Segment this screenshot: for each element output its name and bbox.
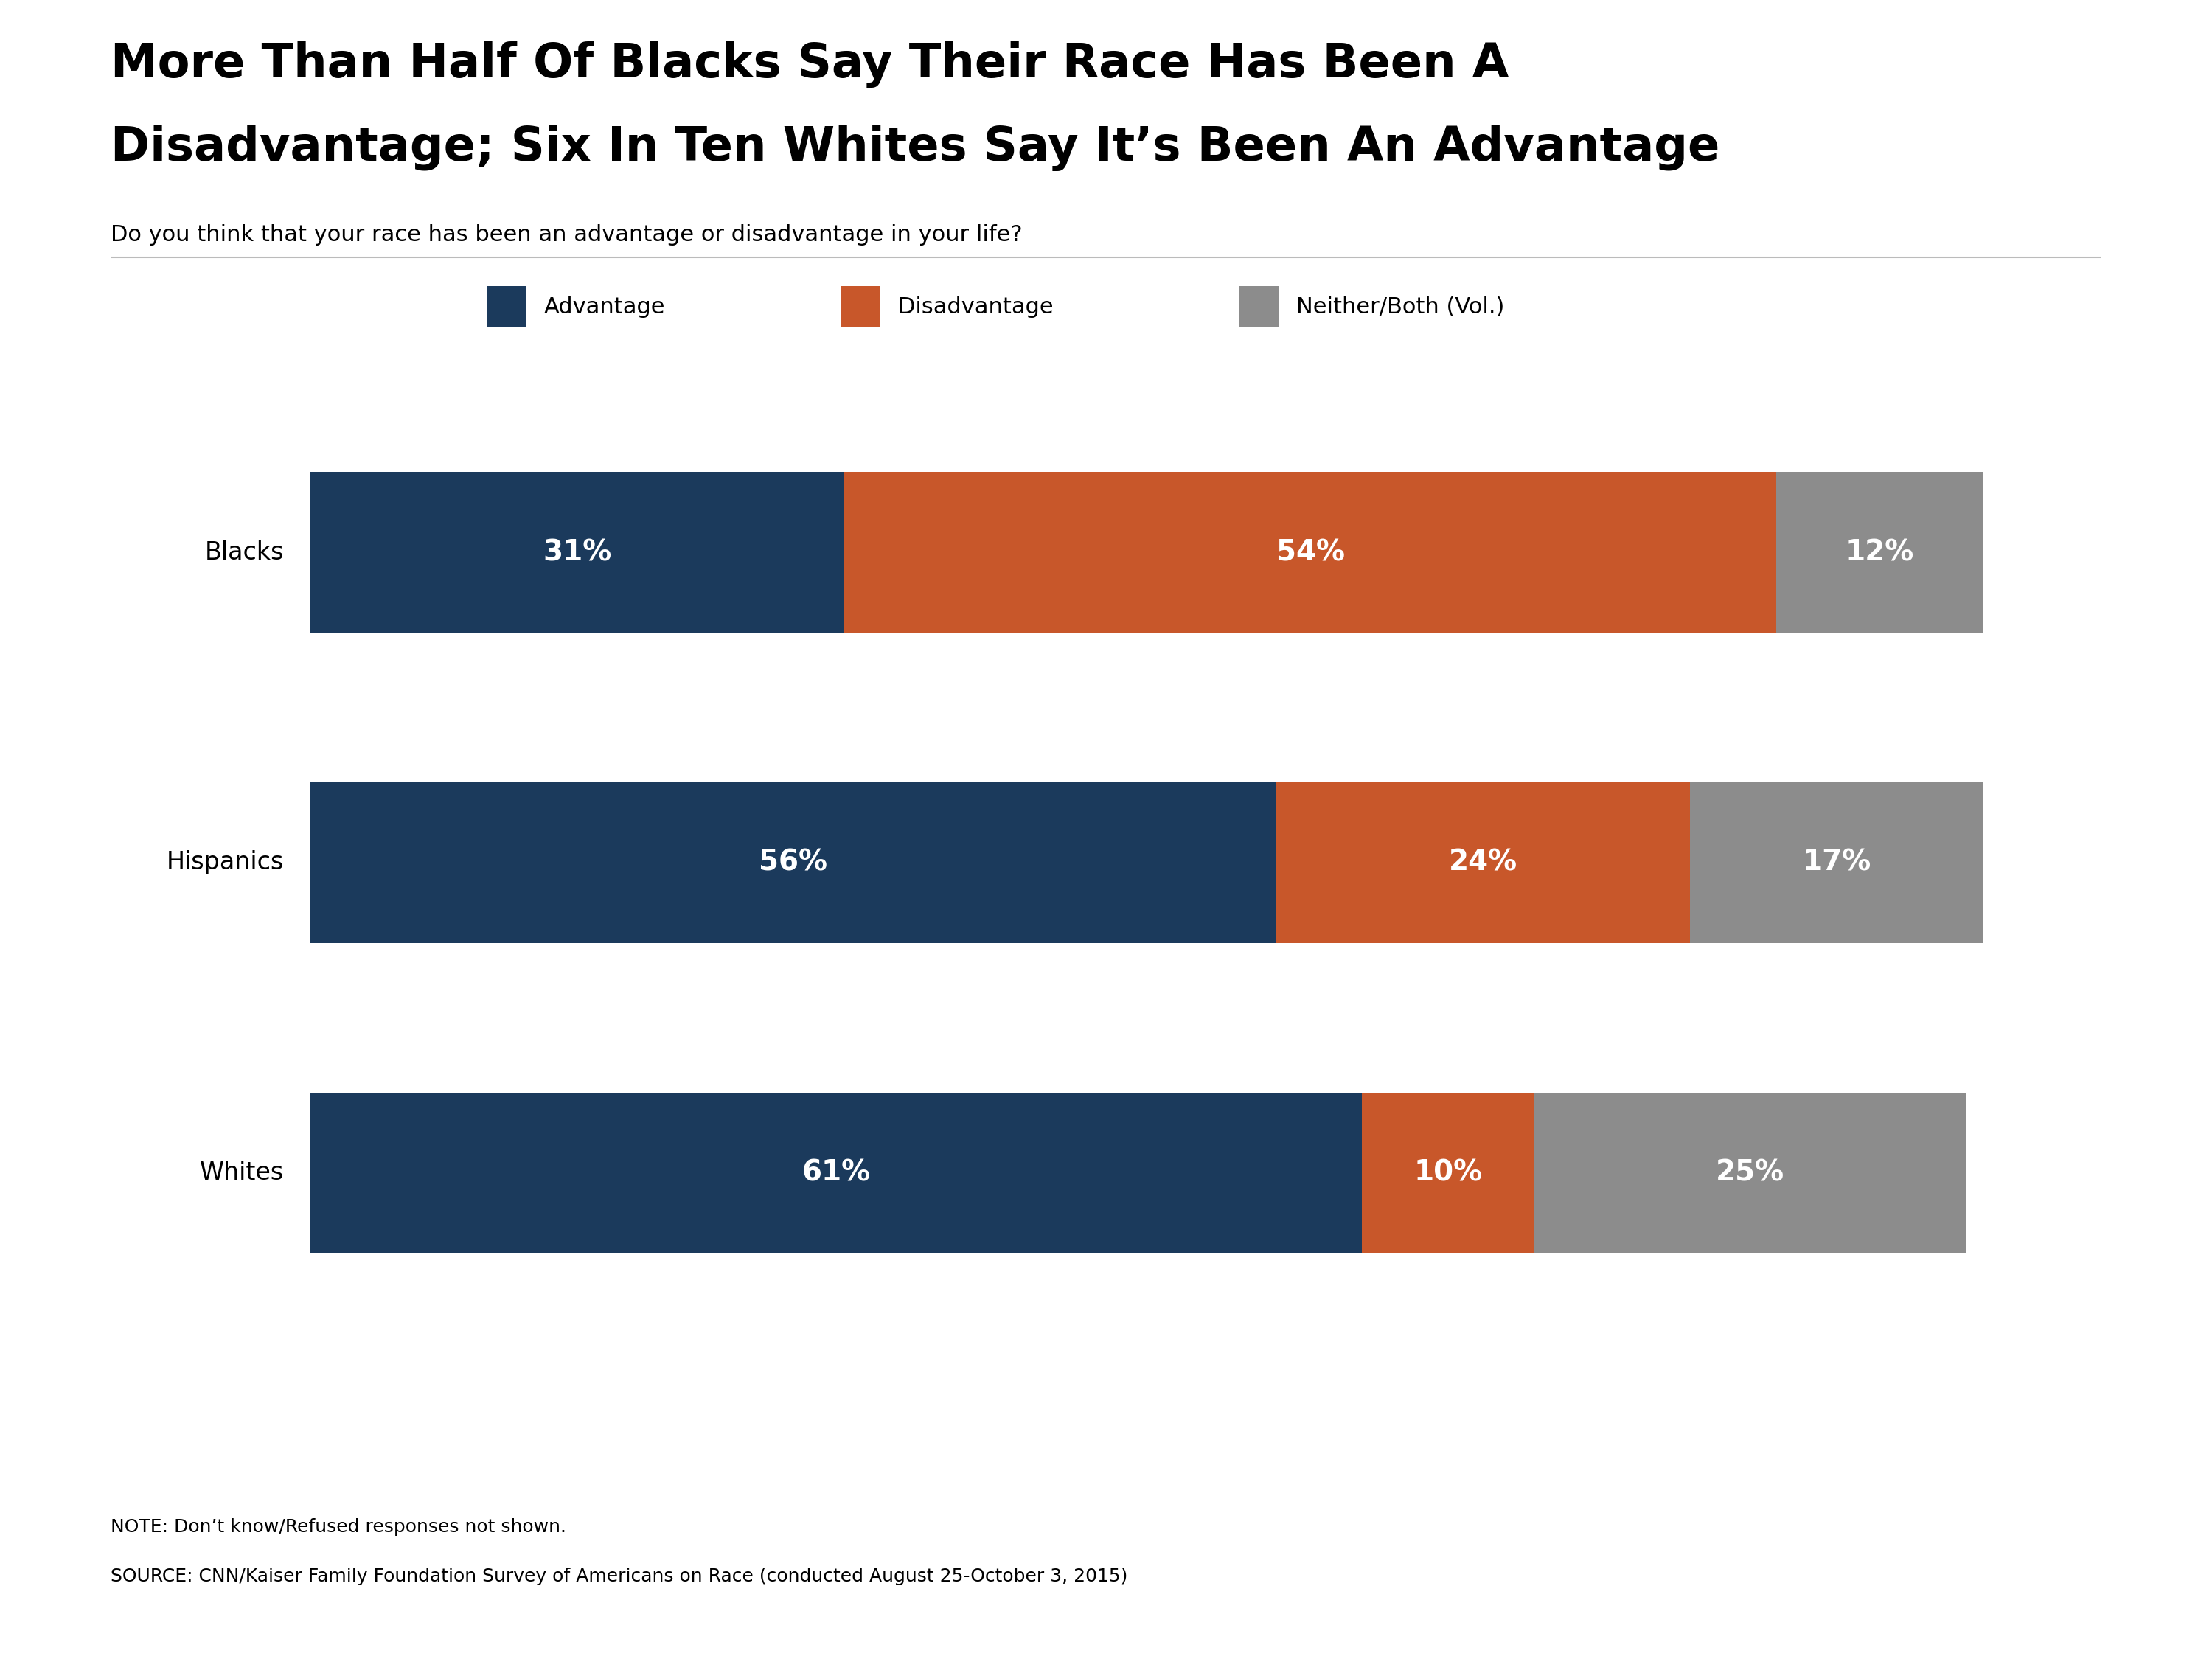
- Bar: [310, 1092, 1363, 1254]
- Text: THE HENRY J.: THE HENRY J.: [1969, 1503, 2035, 1513]
- Text: 12%: 12%: [1845, 538, 1913, 566]
- Bar: [1276, 781, 1690, 944]
- Text: Advantage: Advantage: [544, 297, 666, 317]
- Bar: [1776, 471, 1984, 634]
- Text: 56%: 56%: [759, 849, 827, 876]
- Text: SOURCE: CNN/Kaiser Family Foundation Survey of Americans on Race (conducted Augu: SOURCE: CNN/Kaiser Family Foundation Sur…: [111, 1568, 1128, 1586]
- Text: FOUNDATION: FOUNDATION: [1969, 1601, 2035, 1611]
- Text: Blacks: Blacks: [204, 541, 283, 564]
- Text: 54%: 54%: [1276, 538, 1345, 566]
- Text: 10%: 10%: [1413, 1160, 1482, 1188]
- Text: Do you think that your race has been an advantage or disadvantage in your life?: Do you think that your race has been an …: [111, 224, 1022, 246]
- Text: Disadvantage: Disadvantage: [898, 297, 1053, 317]
- Bar: [1363, 1092, 1535, 1254]
- Text: 24%: 24%: [1449, 849, 1517, 876]
- Text: 17%: 17%: [1803, 849, 1871, 876]
- Text: More Than Half Of Blacks Say Their Race Has Been A: More Than Half Of Blacks Say Their Race …: [111, 41, 1509, 88]
- Text: Whites: Whites: [199, 1161, 283, 1185]
- Text: 31%: 31%: [542, 538, 611, 566]
- Text: 25%: 25%: [1717, 1160, 1785, 1188]
- Bar: [310, 471, 845, 634]
- Text: Hispanics: Hispanics: [166, 851, 283, 874]
- Text: FAMILY: FAMILY: [1971, 1566, 2033, 1581]
- Text: NOTE: Don’t know/Refused responses not shown.: NOTE: Don’t know/Refused responses not s…: [111, 1518, 566, 1536]
- Bar: [310, 781, 1276, 944]
- Bar: [1690, 781, 1984, 944]
- Text: Disadvantage; Six In Ten Whites Say It’s Been An Advantage: Disadvantage; Six In Ten Whites Say It’s…: [111, 124, 1719, 171]
- Bar: [1535, 1092, 1966, 1254]
- Text: KAISER: KAISER: [1971, 1535, 2033, 1550]
- Bar: [845, 471, 1776, 634]
- Text: 61%: 61%: [801, 1160, 869, 1188]
- Text: Neither/Both (Vol.): Neither/Both (Vol.): [1296, 297, 1504, 317]
